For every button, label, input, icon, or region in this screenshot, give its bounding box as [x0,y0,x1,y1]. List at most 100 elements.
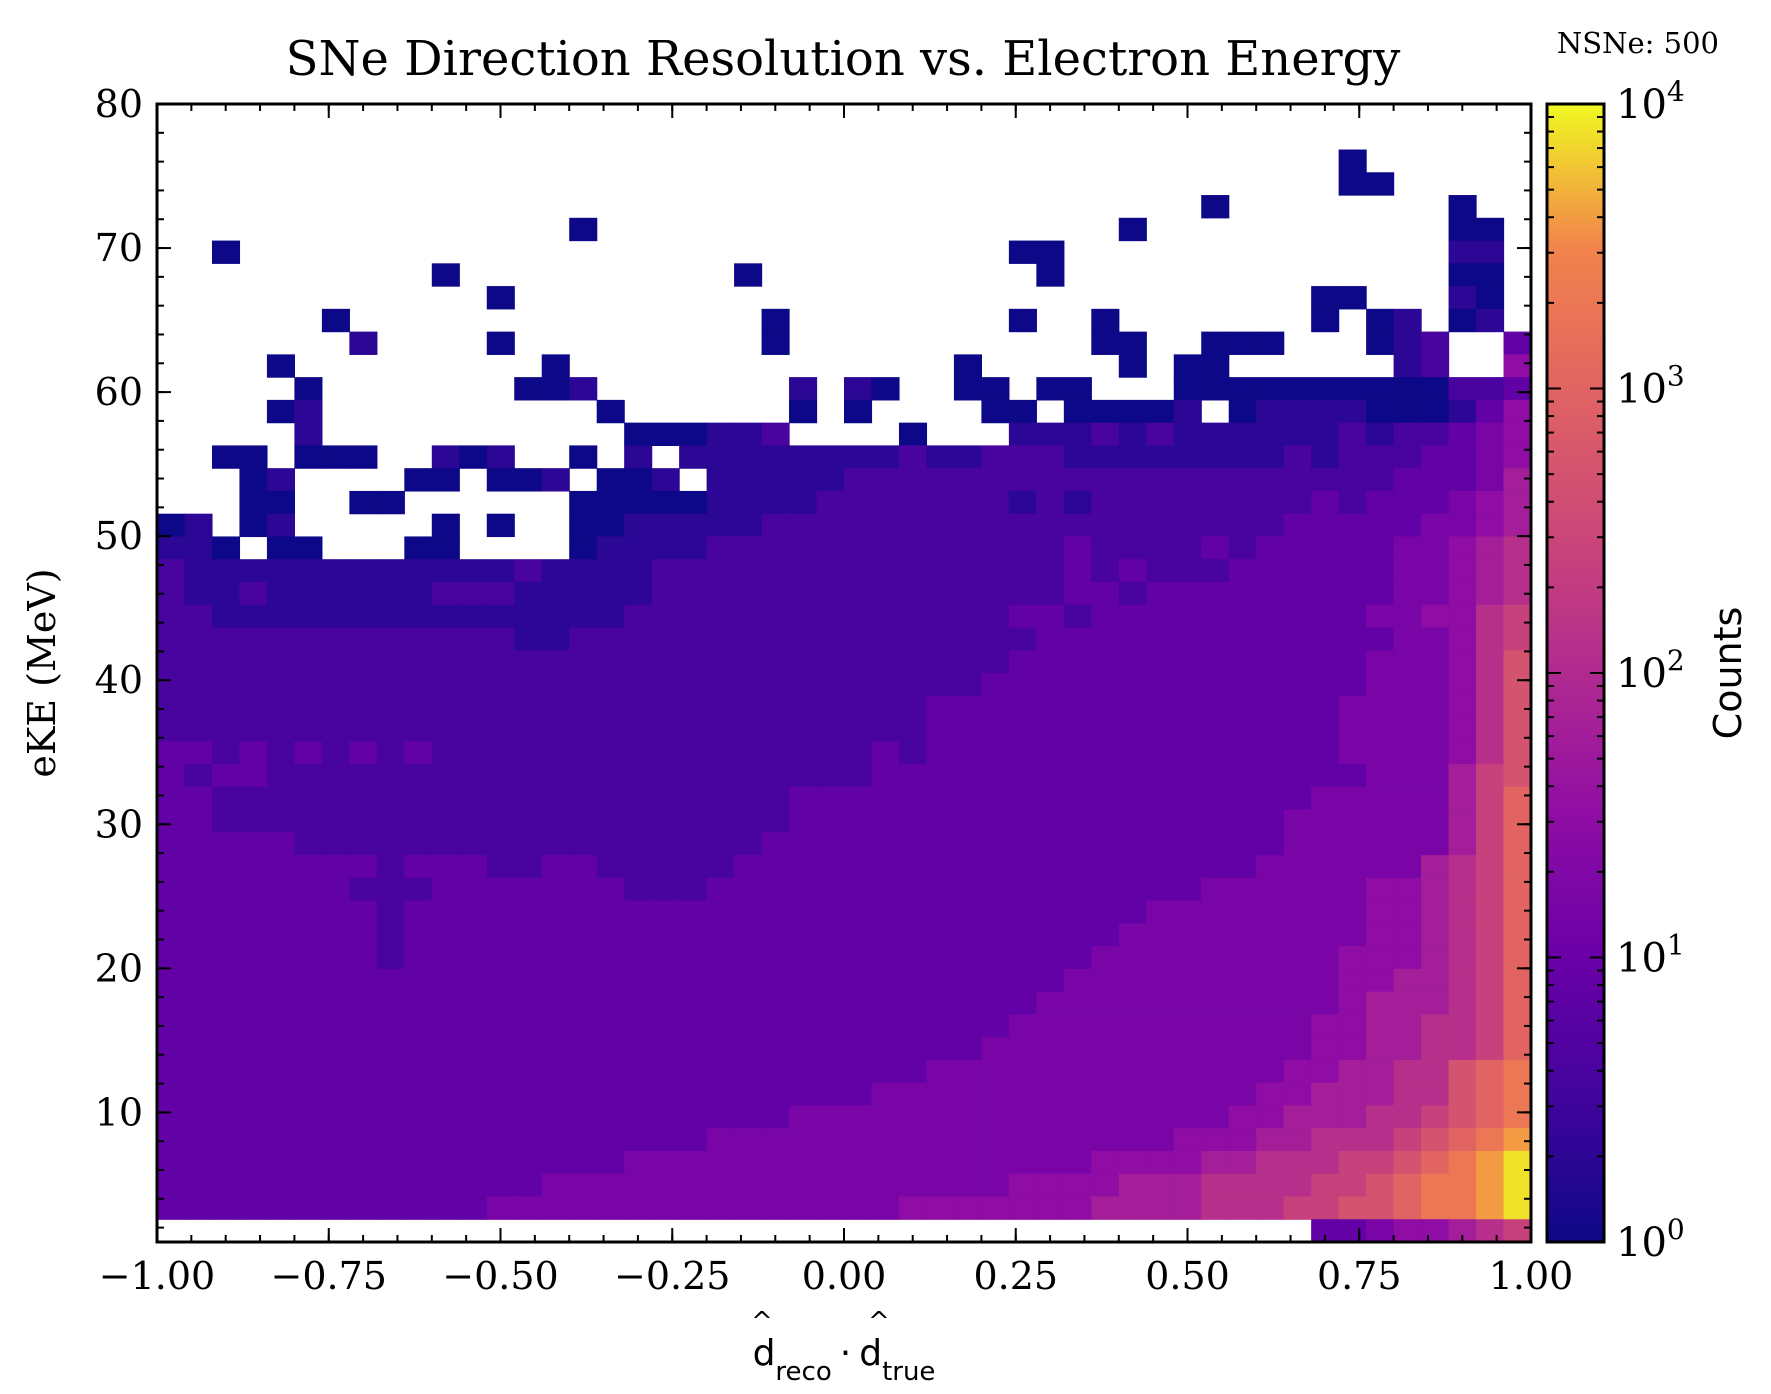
heatmap-cell [1366,445,1395,469]
heatmap-cell [706,695,735,720]
heatmap-cell [266,1150,295,1175]
heatmap-cell [1421,764,1450,788]
heatmap-cell [1311,399,1340,424]
heatmap-cell [981,900,1010,924]
heatmap-cell [844,832,873,856]
heatmap-cell [1173,1196,1202,1220]
heatmap-cell [569,217,598,242]
heatmap-cell [1173,741,1202,765]
heatmap-cell [1036,741,1065,765]
heatmap-cell [157,946,186,970]
heatmap-cell [734,809,763,833]
heatmap-cell [1146,764,1175,788]
heatmap-cell [1228,536,1257,560]
heatmap-cell [981,445,1010,469]
heatmap-cell [1091,445,1120,469]
heatmap-cell [514,559,543,583]
heatmap-cell [514,900,543,924]
heatmap-cell [624,422,653,446]
heatmap-cell [1448,1196,1477,1220]
heatmap-cell [294,627,323,651]
heatmap-cell [157,1082,186,1107]
heatmap-cell [1008,650,1037,674]
heatmap-cell [459,673,488,697]
heatmap-cell [321,718,350,742]
heatmap-cell [898,923,928,947]
heatmap-cell [431,581,460,606]
heatmap-cell [184,718,213,742]
heatmap-cell [679,559,708,583]
heatmap-cell [1036,1173,1065,1198]
heatmap-cell [651,1150,680,1175]
heatmap-cell [1448,1105,1477,1129]
heatmap-cell [1256,968,1285,993]
heatmap-cell [624,673,653,697]
heatmap-cell [1503,946,1532,970]
heatmap-cell [1393,968,1422,993]
heatmap-cell [953,718,982,742]
heatmap-cell [211,1059,241,1084]
heatmap-cell [1173,468,1202,492]
heatmap-cell [1366,764,1395,788]
heatmap-cell [1338,650,1367,674]
heatmap-cell [157,900,186,924]
heatmap-cell [1201,923,1230,947]
heatmap-cell [789,764,818,788]
heatmap-cell [1008,1014,1037,1038]
heatmap-cell [541,786,570,811]
heatmap-cell [1476,513,1505,538]
heatmap-cell [431,1082,460,1107]
heatmap-cell [1063,377,1092,401]
heatmap-cell [1091,1059,1120,1084]
heatmap-cell [294,581,323,606]
heatmap-cell [541,923,570,947]
heatmap-cell [239,809,268,833]
heatmap-cell [239,604,268,629]
heatmap-cell [706,536,735,560]
heatmap-cell [211,1037,241,1061]
heatmap-cell [679,1128,708,1152]
heatmap-cell [926,809,955,833]
heatmap-cell [376,581,405,606]
heatmap-cell [349,764,378,788]
heatmap-cell [376,695,405,720]
heatmap-cell [157,741,186,765]
heatmap-cell [816,1082,845,1107]
heatmap-cell [157,1014,186,1038]
heatmap-cell [1091,968,1120,993]
heatmap-cell [1036,1059,1065,1084]
heatmap-cell [1338,286,1367,310]
heatmap-cell [816,809,845,833]
heatmap-cell [157,877,186,902]
heatmap-cell [1448,627,1477,651]
heatmap-cell [1256,1128,1285,1152]
heatmap-cell [596,536,625,560]
heatmap-cell [706,604,735,629]
heatmap-cell [569,946,598,970]
heatmap-cell [871,490,900,515]
heatmap-cell [1338,581,1367,606]
heatmap-cell [184,900,213,924]
heatmap-cell [294,445,323,469]
heatmap-cell [1311,1196,1340,1220]
heatmap-cell [239,900,268,924]
heatmap-cell [1311,308,1340,333]
heatmap-cell [1366,581,1395,606]
heatmap-cell [761,832,790,856]
heatmap-cell [1091,1105,1120,1129]
heatmap-cell [761,809,790,833]
heatmap-cell [1256,946,1285,970]
heatmap-cell [761,923,790,947]
heatmap-cell [431,877,460,902]
heatmap-cell [651,877,680,902]
heatmap-cell [1228,923,1257,947]
heatmap-cell [1476,1014,1505,1038]
heatmap-cell [898,1037,928,1061]
heatmap-cell [1283,923,1312,947]
heatmap-cell [1008,422,1037,446]
heatmap-cell [266,399,295,424]
heatmap-cell [1036,468,1065,492]
heatmap-cell [459,832,488,856]
heatmap-cell [1393,1082,1422,1107]
heatmap-cell [294,536,323,560]
